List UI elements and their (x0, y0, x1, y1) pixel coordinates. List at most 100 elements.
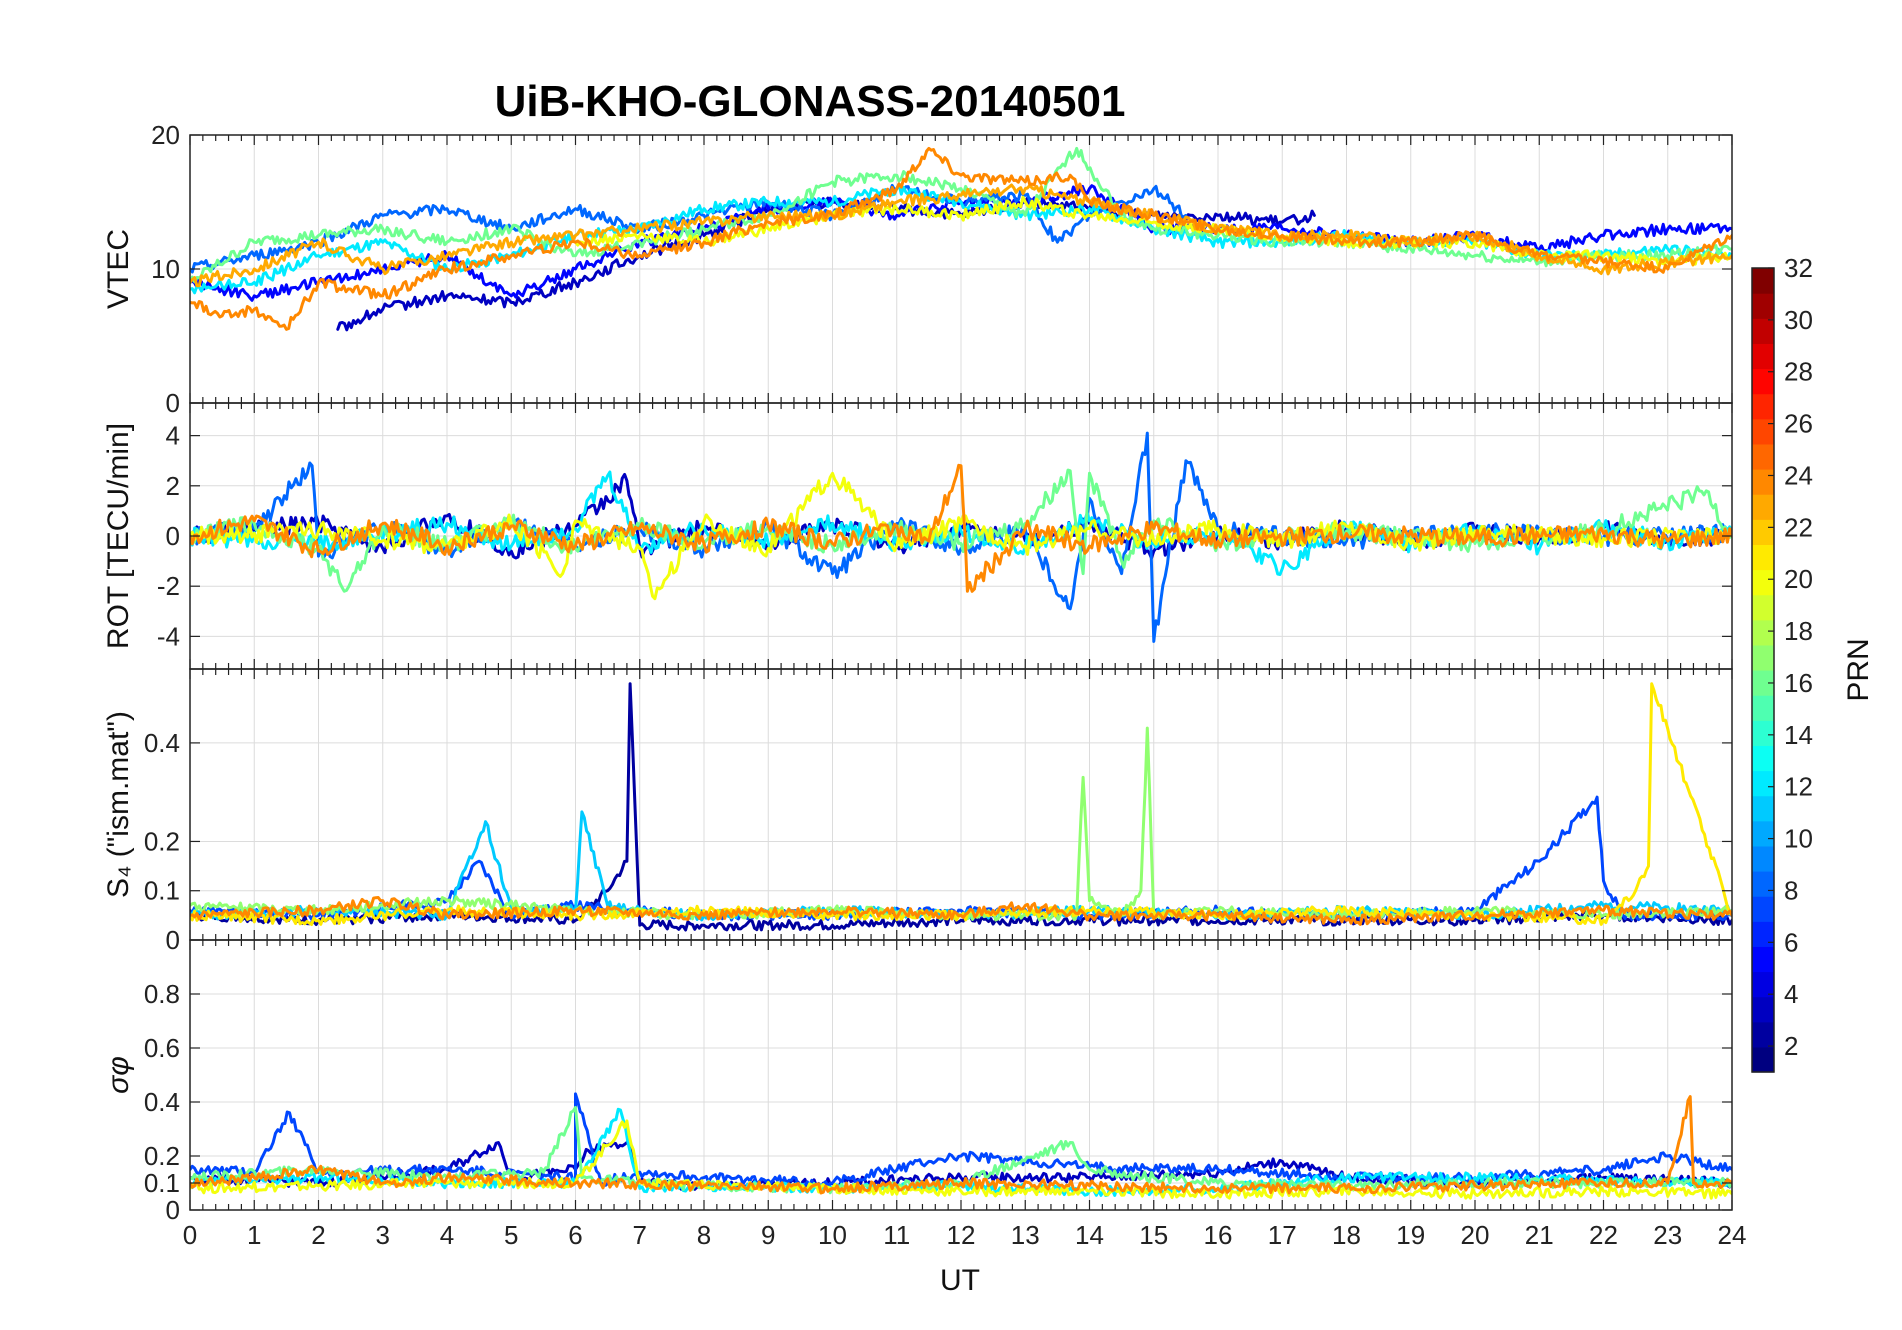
colorbar-label: PRN (1842, 638, 1875, 701)
y-tick-label-sigphi: 0.8 (144, 979, 180, 1009)
colorbar-segment (1752, 795, 1774, 822)
series-prn-24 (190, 146, 1732, 331)
y-tick-label-vtec: 10 (151, 254, 180, 284)
colorbar-segment (1752, 921, 1774, 947)
x-tick-label: 22 (1589, 1220, 1618, 1250)
y-axis-label-sigphi: σφ (102, 1056, 135, 1094)
colorbar-segment (1752, 268, 1774, 294)
series-prn-16 (190, 146, 1732, 284)
colorbar-frame (1751, 267, 1775, 1073)
colorbar-tick-label: 12 (1784, 772, 1813, 802)
x-tick-label: 21 (1525, 1220, 1554, 1250)
x-tick-label: 3 (376, 1220, 390, 1250)
x-tick-label: 6 (568, 1220, 582, 1250)
colorbar-segment (1752, 695, 1774, 721)
ticks-rot (189, 403, 1733, 669)
panel-s4: 0 0.1 0.2 0.4 S₄ ("ism.mat") (102, 668, 1733, 955)
series-group-sigphi (190, 1092, 1732, 1200)
series-prn-24 (190, 463, 1732, 593)
x-tick-label: 2 (311, 1220, 325, 1250)
colorbar-segment (1752, 544, 1774, 571)
chart-title: UiB-KHO-GLONASS-20140501 (495, 77, 1126, 126)
panel-rot: -4 -2 0 2 4 ROT [TECU/min] (102, 402, 1733, 670)
y-tick-label-vtec: 20 (151, 120, 180, 150)
colorbar-tick-label: 2 (1784, 1031, 1798, 1061)
y-axis-label-rot: ROT [TECU/min] (102, 423, 135, 649)
x-tick-label: 16 (1204, 1220, 1233, 1250)
y-tick-label-rot: -4 (157, 621, 180, 651)
x-tick-label: 14 (1075, 1220, 1104, 1250)
colorbar-segment (1752, 519, 1774, 545)
colorbar-segment (1752, 619, 1774, 646)
series-prn-8 (190, 182, 1188, 274)
y-tick-label-s4: 0.1 (144, 876, 180, 906)
colorbar-tick-label: 18 (1784, 616, 1813, 646)
x-tick-label: 13 (1011, 1220, 1040, 1250)
colorbar-segment (1752, 644, 1774, 671)
series-prn-24 (190, 1095, 1732, 1195)
y-tick-label-s4: 0.2 (144, 826, 180, 856)
y-tick-label-sigphi: 0.6 (144, 1033, 180, 1063)
colorbar-tick-label: 30 (1784, 305, 1813, 335)
y-tick-label-vtec: 0 (166, 388, 180, 418)
colorbar-tick-label: 6 (1784, 927, 1798, 957)
colorbar-tick-label: 32 (1784, 253, 1813, 283)
x-tick-label: 11 (883, 1220, 910, 1250)
y-tick-label-sigphi: 0.2 (144, 1141, 180, 1171)
colorbar-segment (1752, 343, 1774, 370)
x-axis-label: UT (940, 1264, 980, 1297)
colorbar-tick-label: 22 (1784, 512, 1813, 542)
x-tick-label: 12 (947, 1220, 976, 1250)
y-axis-label-s4: S₄ ("ism.mat") (102, 711, 135, 898)
colorbar-segment (1752, 293, 1774, 319)
x-tick-label: 23 (1653, 1220, 1682, 1250)
y-tick-label-sigphi: 0.1 (144, 1168, 180, 1198)
colorbar-tick-label: 8 (1784, 875, 1798, 905)
colorbar-segment (1752, 1046, 1774, 1073)
series-group-vtec (190, 146, 1732, 332)
x-tick-label: 19 (1396, 1220, 1425, 1250)
y-tick-label-rot: 0 (166, 521, 180, 551)
colorbar-segment (1752, 594, 1774, 621)
x-tick-label: 9 (761, 1220, 775, 1250)
colorbar-segment (1752, 443, 1774, 470)
colorbar-segment (1752, 670, 1774, 696)
colorbar-segment (1752, 1021, 1774, 1048)
ticks-s4 (189, 669, 1733, 941)
panel-vtec: 0 10 20 VTEC (102, 120, 1733, 418)
x-tick-label: 24 (1718, 1220, 1747, 1250)
colorbar-tick-label: 28 (1784, 357, 1813, 387)
colorbar-tick-label: 24 (1784, 460, 1813, 490)
colorbar-tick-label: 4 (1784, 979, 1798, 1009)
colorbar-segment (1752, 469, 1774, 495)
y-axis-label-vtec: VTEC (102, 229, 135, 309)
colorbar-segment (1752, 845, 1774, 872)
x-tick-label: 17 (1268, 1220, 1297, 1250)
x-tick-label: 20 (1461, 1220, 1490, 1250)
x-tick-label: 7 (633, 1220, 647, 1250)
colorbar-segment (1752, 820, 1774, 847)
x-tick-label: 5 (504, 1220, 518, 1250)
colorbar-segment (1752, 871, 1774, 897)
colorbar-tick-label: 20 (1784, 564, 1813, 594)
colorbar-segment (1752, 494, 1774, 520)
colorbar-tick-label: 26 (1784, 409, 1813, 439)
x-tick-label: 4 (440, 1220, 454, 1250)
series-group-s4 (190, 682, 1732, 932)
grid-s4 (189, 669, 1733, 941)
colorbar-segment (1752, 971, 1774, 998)
x-tick-label: 15 (1139, 1220, 1168, 1250)
y-tick-label-sigphi: 0 (166, 1195, 180, 1225)
x-tick-label: 10 (818, 1220, 847, 1250)
series-group-rot (190, 431, 1732, 643)
colorbar-segment (1752, 418, 1774, 445)
colorbar-tick-label: 14 (1784, 720, 1813, 750)
colorbar-segment (1752, 996, 1774, 1023)
x-tick-label: 8 (697, 1220, 711, 1250)
y-tick-label-rot: -2 (157, 571, 180, 601)
colorbar-tick-label: 10 (1784, 824, 1813, 854)
series-prn-24 (190, 896, 1732, 926)
